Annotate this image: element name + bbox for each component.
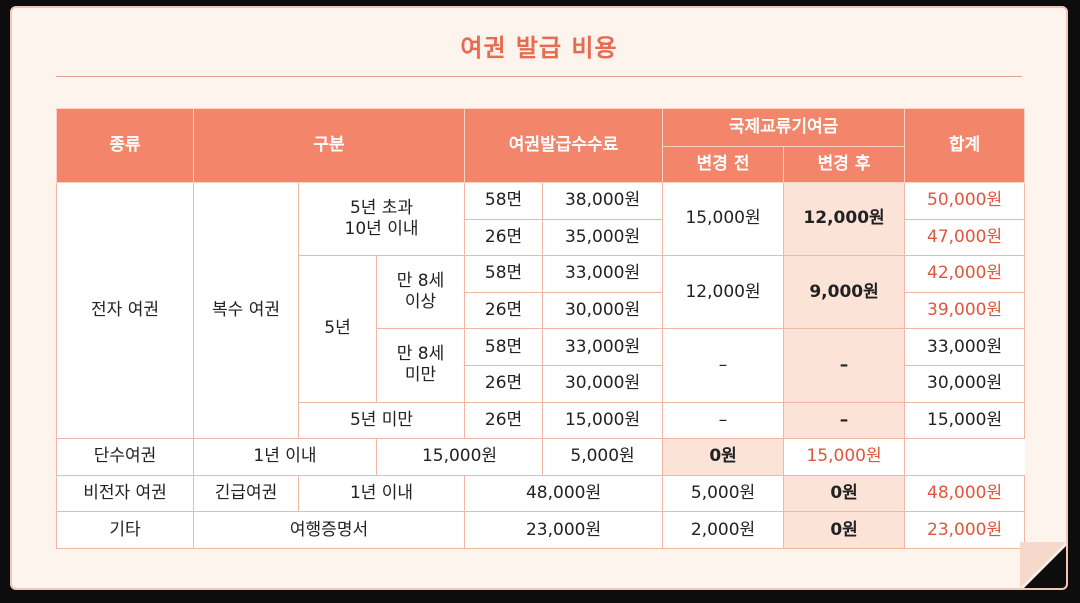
after-cell: 9,000원 [783,255,906,330]
age-8-and-over-line1: 만 8세 [396,271,445,292]
fee-cell: 33,000원 [542,255,664,293]
validity-over5: 5년 초과 10년 이내 [297,181,466,257]
validity-over5-line2: 10년 이내 [344,219,419,240]
header-total: 합계 [904,108,1026,183]
before-cell: 5,000원 [662,474,785,513]
fee-cell: 33,000원 [542,328,664,366]
fee-cell: 15,000원 [375,438,544,476]
fee-cell: 23,000원 [464,511,664,549]
page-title: 여권 발급 비용 [460,34,618,62]
pages-cell: 58면 [464,182,544,220]
after-cell: – [783,401,906,440]
header-before: 변경 전 [662,146,785,183]
type-etc: 기타 [56,511,194,549]
total-cell: 42,000원 [904,255,1026,293]
page-fold-flap [1020,542,1066,588]
total-cell: 15,000원 [783,438,906,476]
table-row: 만 8세 미만 58면 33,000원 – – 33,000원 [57,328,1026,403]
table-row: 단수여권 1년 이내 15,000원 5,000원 0원 15,000원 [56,438,1025,476]
total-cell: 50,000원 [904,182,1026,220]
fee-cell: 48,000원 [464,474,664,513]
header-type: 종류 [56,108,194,183]
total-cell: 33,000원 [904,328,1026,366]
validity-5yr: 5년 [298,255,377,403]
validity-under5: 5년 미만 [297,401,466,440]
before-cell: 2,000원 [662,511,785,549]
pages-cell: 26면 [464,218,544,257]
before-cell: 12,000원 [662,255,785,330]
age-8-and-over: 만 8세 이상 [375,255,466,330]
table-row: 전자 여권 복수 여권 5년 초과 10년 이내 58면 38,000원 15,… [56,181,1026,440]
fee-cell: 35,000원 [542,218,664,257]
total-cell: 23,000원 [904,511,1026,549]
age-under-8: 만 8세 미만 [375,328,466,403]
after-cell: – [783,328,906,403]
title-divider [56,76,1022,77]
fee-cell: 15,000원 [542,401,664,440]
table-row: 26면 30,000원 30,000원 [57,364,1026,403]
age-under-8-line1: 만 8세 [396,344,445,365]
total-cell: 48,000원 [904,474,1026,513]
category-emergency: 긴급여권 [193,474,299,513]
header-category: 구분 [192,108,466,183]
fee-card: 여권 발급 비용 종류 구분 여권발급수수료 국제교류기여금 합계 변경 전 [10,6,1068,590]
after-cell: 0원 [783,511,906,549]
table-row: 기타 여행증명서 23,000원 2,000원 0원 23,000원 [56,511,1026,549]
table-row: 비전자 여권 긴급여권 1년 이내 48,000원 5,000원 0원 48,0… [56,474,1026,513]
pages-cell: 26면 [464,364,544,403]
category-multiple: 복수 여권 [193,181,299,440]
pages-cell: 26면 [464,401,544,440]
validity-within1: 1년 이내 [297,474,466,513]
header-intl-contribution: 국제교류기여금 [662,108,906,147]
header-fee: 여권발급수수료 [464,108,664,183]
table-row: 26면 35,000원 47,000원 [57,218,1026,257]
before-cell: – [662,328,785,403]
header-subrow: 변경 전 변경 후 [57,146,1025,183]
fee-cell: 30,000원 [542,291,664,330]
category-travel-cert: 여행증명서 [192,511,466,549]
age-8-and-over-line2: 이상 [404,292,437,313]
type-non-electronic: 비전자 여권 [56,474,194,513]
fee-cell: 38,000원 [542,182,664,220]
header-after: 변경 후 [783,146,906,183]
after-cell: 0원 [662,438,785,476]
total-cell: 15,000원 [904,401,1026,440]
type-electronic: 전자 여권 [56,181,194,440]
validity-within1: 1년 이내 [193,438,377,476]
after-cell: 12,000원 [783,181,906,257]
age-under-8-line2: 미만 [404,365,437,386]
validity-over5-line1: 5년 초과 [349,197,414,218]
table-row: 5년 미만 26면 15,000원 – – 15,000원 [57,401,1026,440]
fee-cell: 30,000원 [542,364,664,403]
total-cell: 30,000원 [904,364,1026,403]
fee-table: 종류 구분 여권발급수수료 국제교류기여금 합계 변경 전 변경 후 전자 여권… [56,108,1026,549]
total-cell: 39,000원 [904,291,1026,330]
pages-cell: 58면 [464,255,544,293]
pages-cell: 26면 [464,291,544,330]
total-cell: 47,000원 [904,218,1026,257]
header-row: 종류 구분 여권발급수수료 국제교류기여금 합계 [56,108,1026,183]
before-cell: – [662,401,785,440]
category-single: 단수여권 [56,438,194,476]
after-cell: 0원 [783,474,906,513]
table-row: 5년 만 8세 이상 58면 33,000원 12,000원 9,000원 42… [57,255,1026,403]
before-cell: 5,000원 [542,438,664,476]
before-cell: 15,000원 [662,181,785,257]
pages-cell: 58면 [464,328,544,366]
